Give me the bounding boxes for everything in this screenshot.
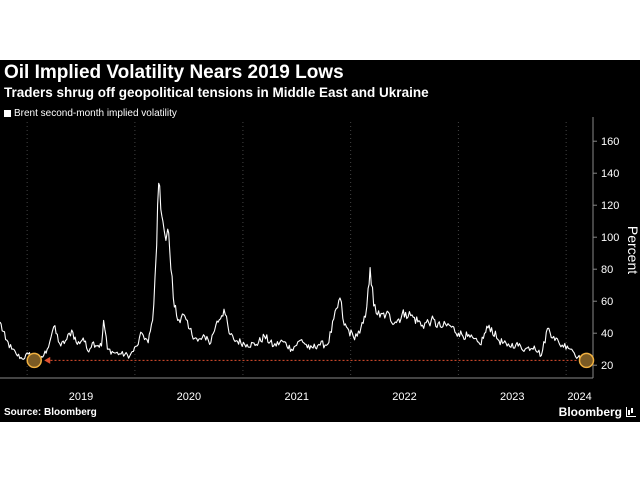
bar-chart-icon [626, 407, 636, 417]
brand-text: Bloomberg [558, 405, 622, 419]
x-tick-label: 2023 [500, 391, 524, 403]
chart-subtitle: Traders shrug off geopolitical tensions … [4, 85, 429, 100]
x-tick-label: 2019 [69, 391, 93, 403]
y-tick-label: 60 [601, 296, 613, 308]
x-tick-label: 2020 [177, 391, 201, 403]
line-chart: 2019 2020 2021 2022 2023 2024 20 40 60 80 100 120 14… [0, 117, 640, 403]
highlight-marker [578, 352, 595, 369]
legend-swatch [4, 110, 11, 117]
x-tick-label: 2024 [567, 391, 591, 403]
series-line [0, 182, 587, 361]
y-tick-label: 100 [601, 232, 619, 244]
highlight-marker [26, 352, 42, 369]
arrow-head [44, 356, 51, 364]
chart-panel: Oil Implied Volatility Nears 2019 Lows T… [0, 60, 640, 422]
legend: Brent second-month implied volatility [4, 108, 177, 119]
y-tick-label: 160 [601, 136, 619, 148]
y-tick-label: 20 [601, 360, 613, 372]
legend-label: Brent second-month implied volatility [14, 108, 177, 119]
y-tick-label: 140 [601, 168, 619, 180]
y-tick-label: 40 [601, 328, 613, 340]
x-tick-label: 2022 [392, 391, 416, 403]
source-note: Source: Bloomberg [4, 407, 97, 418]
brand-logo: Bloomberg [559, 405, 636, 419]
y-tick-label: 120 [601, 200, 619, 212]
y-axis-label: Percent [625, 226, 640, 274]
y-tick-label: 80 [601, 264, 613, 276]
chart-title: Oil Implied Volatility Nears 2019 Lows [4, 62, 344, 83]
x-tick-label: 2021 [285, 391, 309, 403]
